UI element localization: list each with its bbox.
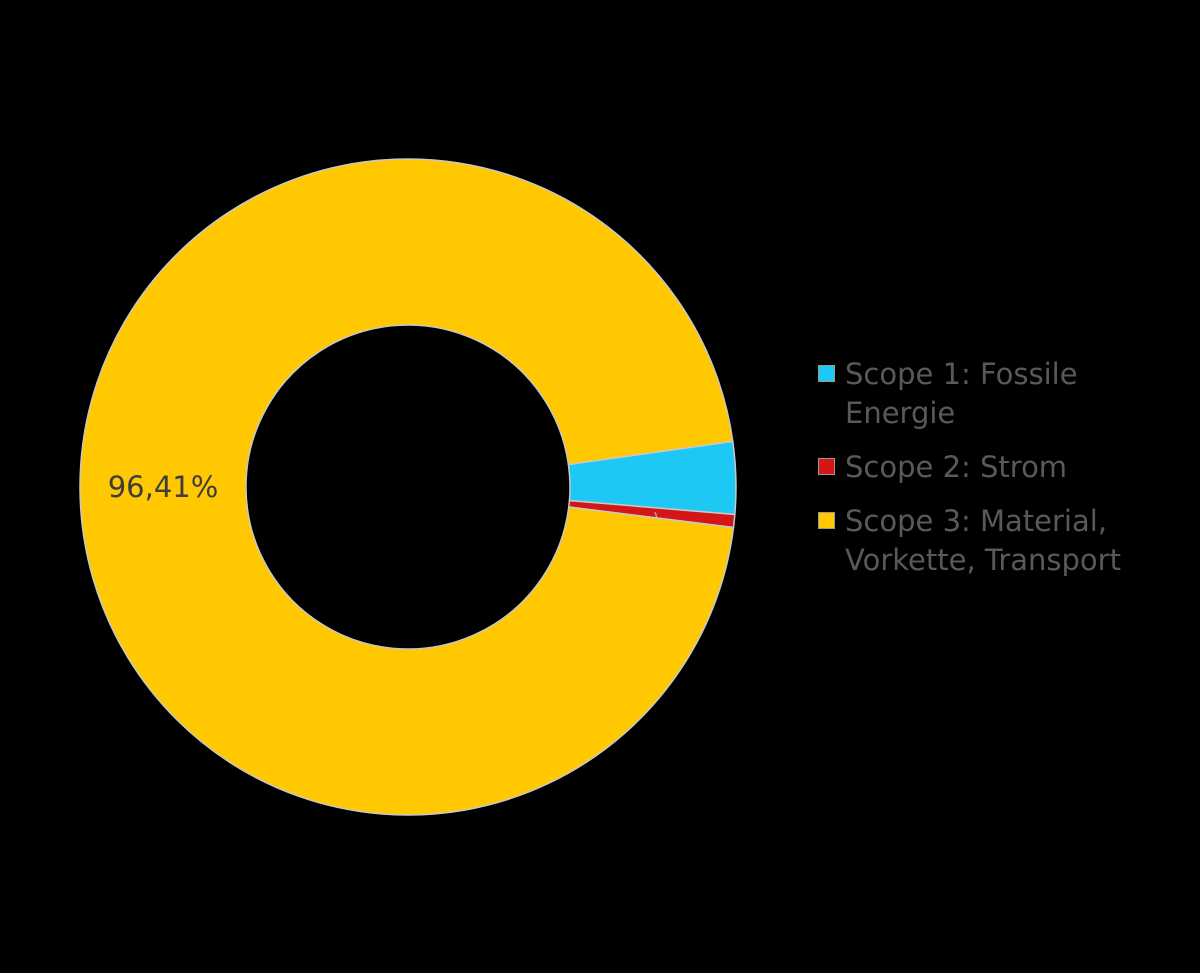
data-label: 96,41% xyxy=(108,470,219,504)
legend-label: Scope 1: Fossile Energie xyxy=(845,357,1078,430)
legend-marker xyxy=(818,458,835,475)
legend: Scope 1: Fossile Energie Scope 2: Strom Sc… xyxy=(815,355,1175,595)
legend-item: Scope 3: Material, Vorkette, Transport xyxy=(815,502,1175,580)
legend-label: Scope 2: Strom xyxy=(845,450,1068,484)
donut-slice xyxy=(79,158,735,816)
legend-marker xyxy=(818,365,835,382)
legend-label: Scope 3: Material, Vorkette, Transport xyxy=(845,504,1121,577)
legend-marker xyxy=(818,512,835,529)
legend-item: Scope 2: Strom xyxy=(815,448,1175,487)
legend-item: Scope 1: Fossile Energie xyxy=(815,355,1175,433)
